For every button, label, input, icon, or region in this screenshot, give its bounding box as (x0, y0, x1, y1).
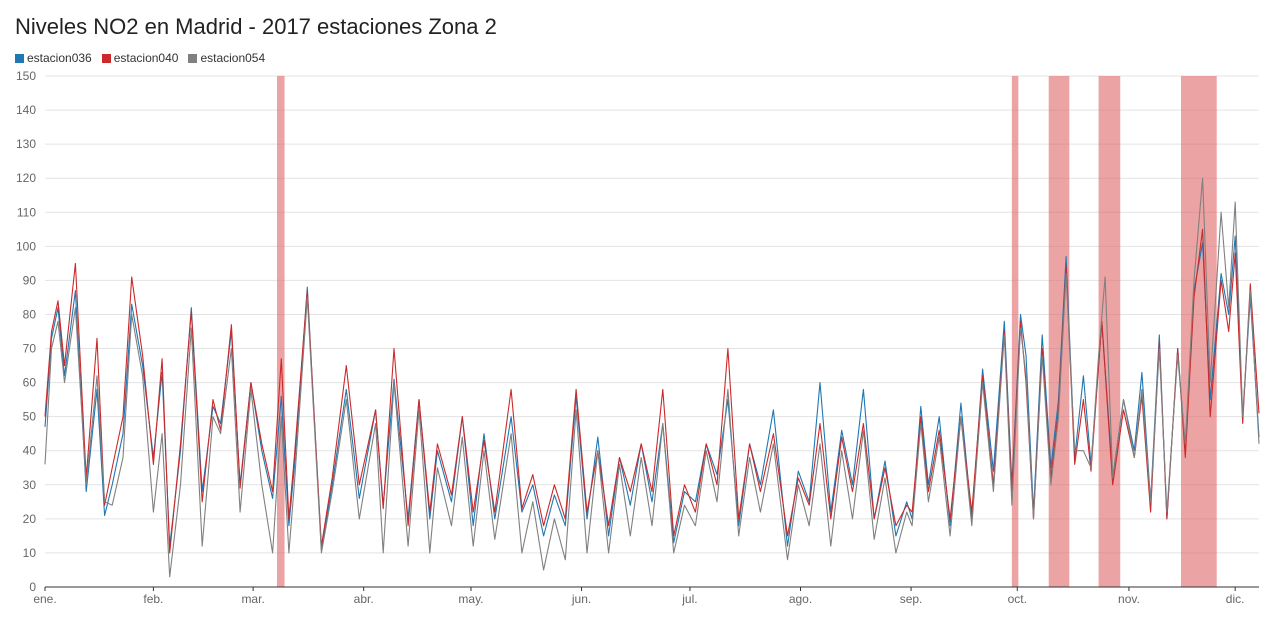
y-tick-label-150: 150 (16, 69, 36, 83)
y-tick-label-100: 100 (16, 239, 36, 253)
grid-lines (45, 75, 1259, 554)
highlight-bands (276, 76, 1217, 587)
series-line-estacion054 (44, 177, 1260, 578)
series-line-estacion040 (44, 228, 1260, 554)
x-tick-label-10: oct. (1008, 592, 1027, 606)
y-tick-label-40: 40 (23, 444, 37, 458)
y-tick-label-20: 20 (23, 512, 37, 526)
y-axis-tick-labels: 0 10 20 30 40 50 60 70 80 90 100 110 120 130 140 150 (16, 69, 36, 594)
chart-title: Niveles NO2 en Madrid - 2017 estaciones … (15, 14, 497, 39)
y-tick-label-10: 10 (23, 546, 37, 560)
x-axis-tick-labels: ene. feb. mar. abr. may. jun. jul. ago. sep. oct.… (33, 587, 1244, 606)
legend-item-series-3[interactable]: estacion054 (188, 51, 265, 65)
x-tick-label-3: mar. (241, 592, 264, 606)
x-tick-label-7: jul. (681, 592, 697, 606)
x-tick-label-1: ene. (33, 592, 56, 606)
y-tick-label-130: 130 (16, 137, 36, 151)
y-tick-label-0: 0 (29, 580, 36, 594)
legend-swatch-series-3 (188, 53, 198, 63)
x-tick-label-6: jun. (571, 592, 591, 606)
series-lines (44, 177, 1260, 578)
legend-label-series-1: estacion036 (27, 51, 92, 65)
legend-label-series-2: estacion040 (113, 51, 179, 65)
y-tick-label-30: 30 (23, 478, 37, 492)
highlight-band-5 (1180, 76, 1217, 587)
y-tick-label-110: 110 (17, 205, 36, 219)
y-tick-label-60: 60 (23, 376, 37, 390)
y-tick-label-80: 80 (23, 307, 37, 321)
x-tick-label-11: nov. (1118, 592, 1140, 606)
x-tick-label-4: abr. (354, 592, 374, 606)
y-tick-label-120: 120 (16, 171, 36, 185)
highlight-band-3 (1048, 76, 1070, 587)
y-tick-label-50: 50 (23, 410, 37, 424)
y-tick-label-70: 70 (23, 342, 37, 356)
series-line-estacion036 (44, 235, 1260, 551)
legend-item-series-2[interactable]: estacion040 (101, 51, 179, 65)
legend-swatch-series-2 (101, 53, 111, 63)
x-tick-label-9: sep. (900, 592, 923, 606)
legend-label-series-3: estacion054 (200, 51, 266, 65)
chart-legend: estacion036 estacion040 estacion054 (15, 51, 265, 65)
y-tick-label-90: 90 (23, 273, 37, 287)
x-tick-label-2: feb. (143, 592, 163, 606)
highlight-band-2 (1011, 76, 1019, 587)
highlight-band-1 (276, 76, 285, 587)
highlight-band-4 (1098, 76, 1121, 587)
legend-item-series-1[interactable]: estacion036 (15, 51, 92, 65)
legend-swatch-series-1 (15, 53, 24, 63)
y-tick-label-140: 140 (16, 103, 36, 117)
x-tick-label-8: ago. (789, 592, 812, 606)
x-tick-label-12: dic. (1226, 592, 1245, 606)
x-tick-label-5: may. (458, 592, 483, 606)
